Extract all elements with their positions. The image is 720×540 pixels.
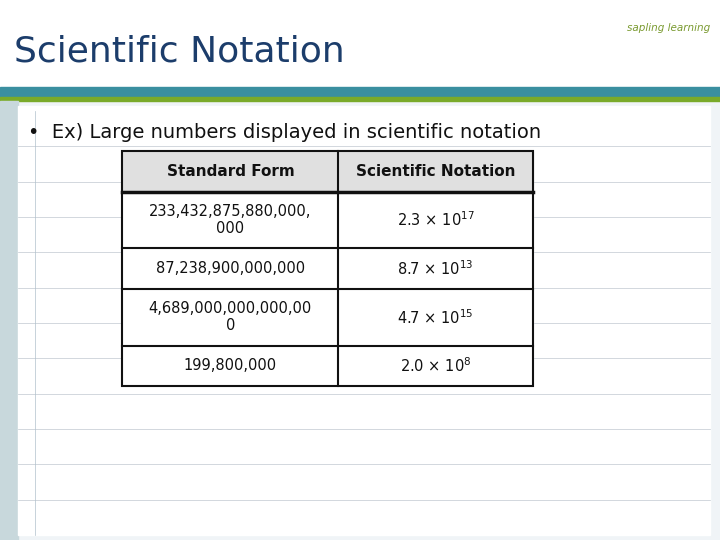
Bar [122, 151, 533, 192]
Text: 8.7 × 10$^{13}$: 8.7 × 10$^{13}$ [397, 259, 474, 278]
Bar [122, 151, 533, 386]
Bar [0, 101, 720, 540]
Bar [122, 248, 533, 289]
Text: Standard Form: Standard Form [166, 164, 294, 179]
Bar [122, 346, 533, 386]
Text: 87,238,900,000,000: 87,238,900,000,000 [156, 261, 305, 276]
Text: 2.0 × 10$^{8}$: 2.0 × 10$^{8}$ [400, 356, 472, 375]
Text: Scientific Notation: Scientific Notation [14, 35, 345, 69]
Text: 4,689,000,000,000,00
0: 4,689,000,000,000,00 0 [149, 301, 312, 333]
Bar [122, 289, 533, 346]
Text: 233,432,875,880,000,
000: 233,432,875,880,000, 000 [149, 204, 312, 237]
Bar [0, 101, 18, 540]
Text: 199,800,000: 199,800,000 [184, 359, 277, 373]
Text: 4.7 × 10$^{15}$: 4.7 × 10$^{15}$ [397, 308, 474, 327]
Text: Scientific Notation: Scientific Notation [356, 164, 516, 179]
Bar [0, 97, 720, 101]
Bar [18, 106, 710, 535]
Text: 2.3 × 10$^{17}$: 2.3 × 10$^{17}$ [397, 211, 474, 229]
Text: •  Ex) Large numbers displayed in scientific notation: • Ex) Large numbers displayed in scienti… [28, 124, 541, 143]
Bar [0, 87, 720, 97]
Text: sapling learning: sapling learning [626, 23, 710, 33]
Bar [0, 0, 720, 97]
Bar [122, 192, 533, 248]
